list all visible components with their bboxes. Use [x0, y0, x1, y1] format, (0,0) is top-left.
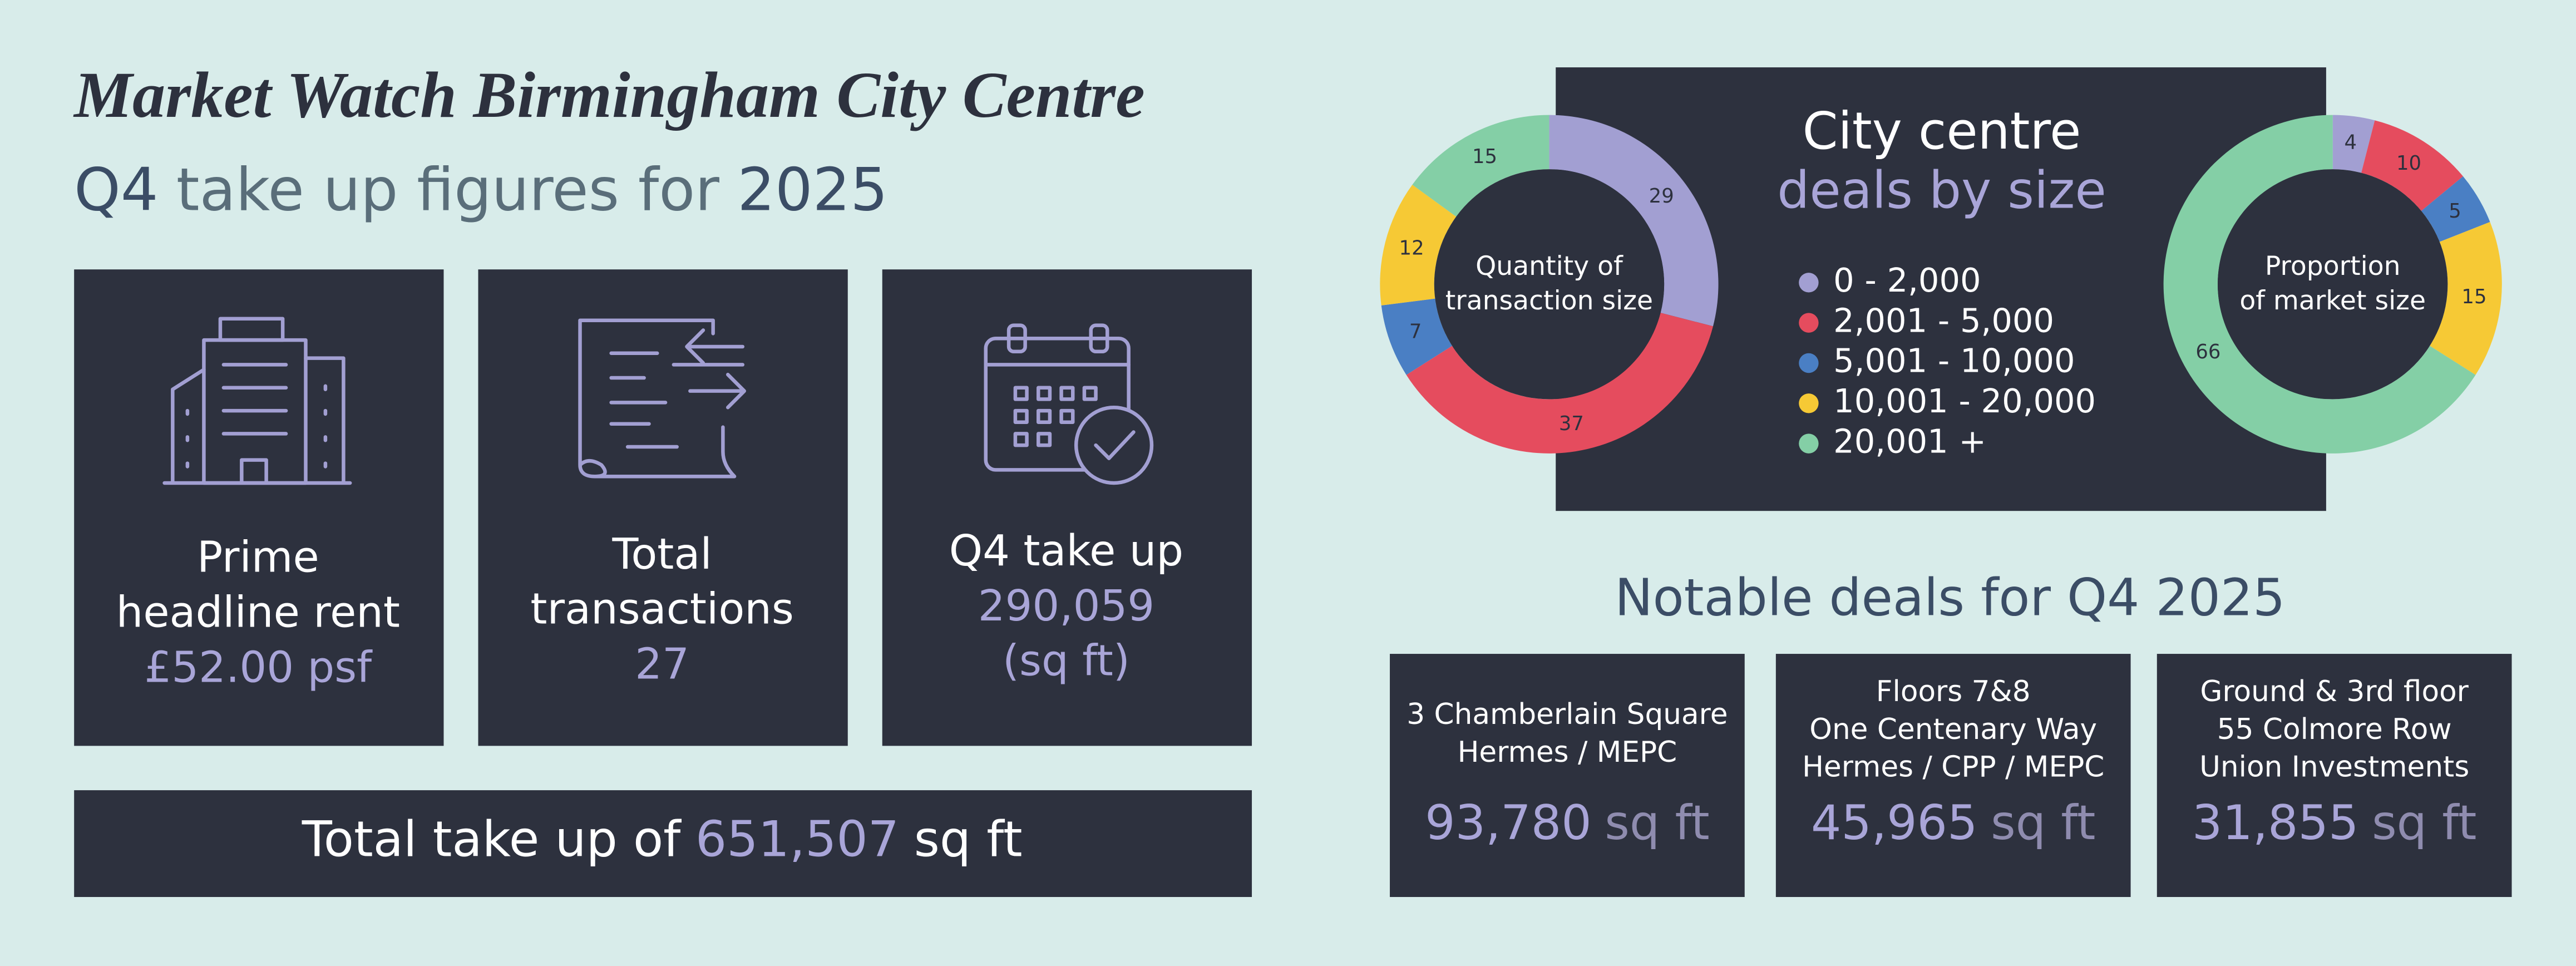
segment-label: 10	[2396, 152, 2421, 175]
building-icon	[162, 317, 352, 485]
notable-title: Notable deals for Q4 2025	[1615, 568, 2285, 627]
deal-card	[1390, 654, 1745, 897]
legend-swatch	[1799, 433, 1819, 454]
segment-label: 29	[1649, 185, 1674, 208]
deal-card	[1775, 654, 2131, 897]
segment-label: 5	[2449, 200, 2461, 223]
document-icon	[578, 318, 747, 479]
total-text: Total take up of 651,507 sq ft	[302, 811, 1023, 868]
deal-unit: sq ft	[1605, 796, 1709, 851]
legend-label: 2,001 - 5,000	[1833, 301, 2054, 339]
segment-label: 15	[1472, 145, 1497, 168]
card-value: £52.00 psf	[145, 643, 373, 693]
deal-line: 3 Chamberlain Square	[1407, 698, 1728, 731]
deal-size: 31,855 sq ft	[2192, 796, 2477, 851]
donut-segment	[2430, 221, 2502, 375]
card-value: 27	[635, 640, 689, 689]
segment-label: 12	[1399, 236, 1424, 259]
deal-line: Hermes / CPP / MEPC	[1802, 751, 2104, 784]
donut-segment	[1380, 185, 1457, 305]
card-label: transactions	[530, 585, 794, 634]
legend-swatch	[1799, 313, 1819, 333]
calendar-icon	[984, 323, 1154, 485]
deal-size: 93,780 sq ft	[1425, 796, 1710, 851]
deal-value: 93,780	[1425, 796, 1592, 851]
subtitle-part: take up figures for	[176, 156, 719, 225]
card-label: Total	[612, 530, 712, 579]
legend-label: 5,001 - 10,000	[1833, 342, 2075, 380]
card-label: Q4 take up	[949, 526, 1183, 576]
deal-unit: sq ft	[1991, 796, 2095, 851]
deal-value: 45,965	[1811, 796, 1978, 851]
segment-label: 37	[1559, 412, 1584, 435]
donut-title: Quantity of	[1475, 251, 1623, 282]
title: Market Watch Birmingham City Centre	[73, 58, 1145, 131]
segment-label: 4	[2344, 131, 2357, 154]
card-label: Prime	[197, 533, 319, 583]
legend-swatch	[1799, 273, 1819, 293]
donut-hole	[1434, 169, 1665, 400]
deal-line: 55 Colmore Row	[2217, 713, 2452, 746]
donut-title: transaction size	[1445, 285, 1653, 316]
donut-segment	[1381, 298, 1452, 375]
card-label: headline rent	[116, 588, 400, 638]
donut-title: Proportion	[2265, 251, 2401, 282]
segment-label: 15	[2461, 285, 2486, 308]
card	[882, 269, 1252, 746]
subtitle: Q4 take up figures for 2025	[74, 156, 888, 225]
deal-line: Floors 7&8	[1876, 675, 2031, 708]
total-label: Total take up of	[302, 811, 682, 868]
deal-line: One Centenary Way	[1809, 713, 2097, 746]
donut-segment	[1406, 313, 1713, 454]
deal-value: 31,855	[2192, 796, 2359, 851]
deal-line: Hermes / MEPC	[1458, 736, 1677, 769]
legend-label: 10,001 - 20,000	[1833, 382, 2096, 420]
deal-line: Union Investments	[2199, 751, 2469, 784]
panel-title: City centre	[1803, 101, 2081, 161]
card	[74, 269, 444, 746]
donut-segment	[2361, 120, 2464, 211]
total-value: 651,507	[695, 811, 899, 868]
deal-unit: sq ft	[2372, 796, 2476, 851]
legend-swatch	[1799, 393, 1819, 413]
segment-label: 7	[1409, 320, 1422, 343]
donut-segment	[1412, 115, 1549, 217]
legend-label: 20,001 +	[1833, 422, 1986, 460]
donut-title: of market size	[2239, 285, 2426, 316]
card-value: 290,059	[978, 581, 1154, 631]
deal-card	[2156, 654, 2512, 897]
donut-segment	[2421, 176, 2490, 242]
deal-line: Ground & 3rd floor	[2200, 675, 2469, 708]
subtitle-part: Q4	[74, 156, 158, 225]
total-unit: sq ft	[914, 811, 1023, 868]
panel-title: deals by size	[1777, 160, 2106, 220]
cards	[74, 269, 1252, 746]
donut-segment	[2163, 115, 2476, 454]
donut-segment	[2332, 115, 2375, 173]
legend-label: 0 - 2,000	[1833, 261, 1981, 299]
legend-swatch	[1799, 353, 1819, 373]
segment-label: 66	[2195, 341, 2220, 363]
donut-hole	[2218, 169, 2448, 400]
deal-size: 45,965 sq ft	[1811, 796, 2096, 851]
total-bar	[74, 790, 1252, 897]
donut-segment	[1549, 115, 1719, 327]
card-value: (sq ft)	[1003, 637, 1130, 686]
card	[478, 269, 848, 746]
subtitle-part: 2025	[737, 156, 887, 225]
